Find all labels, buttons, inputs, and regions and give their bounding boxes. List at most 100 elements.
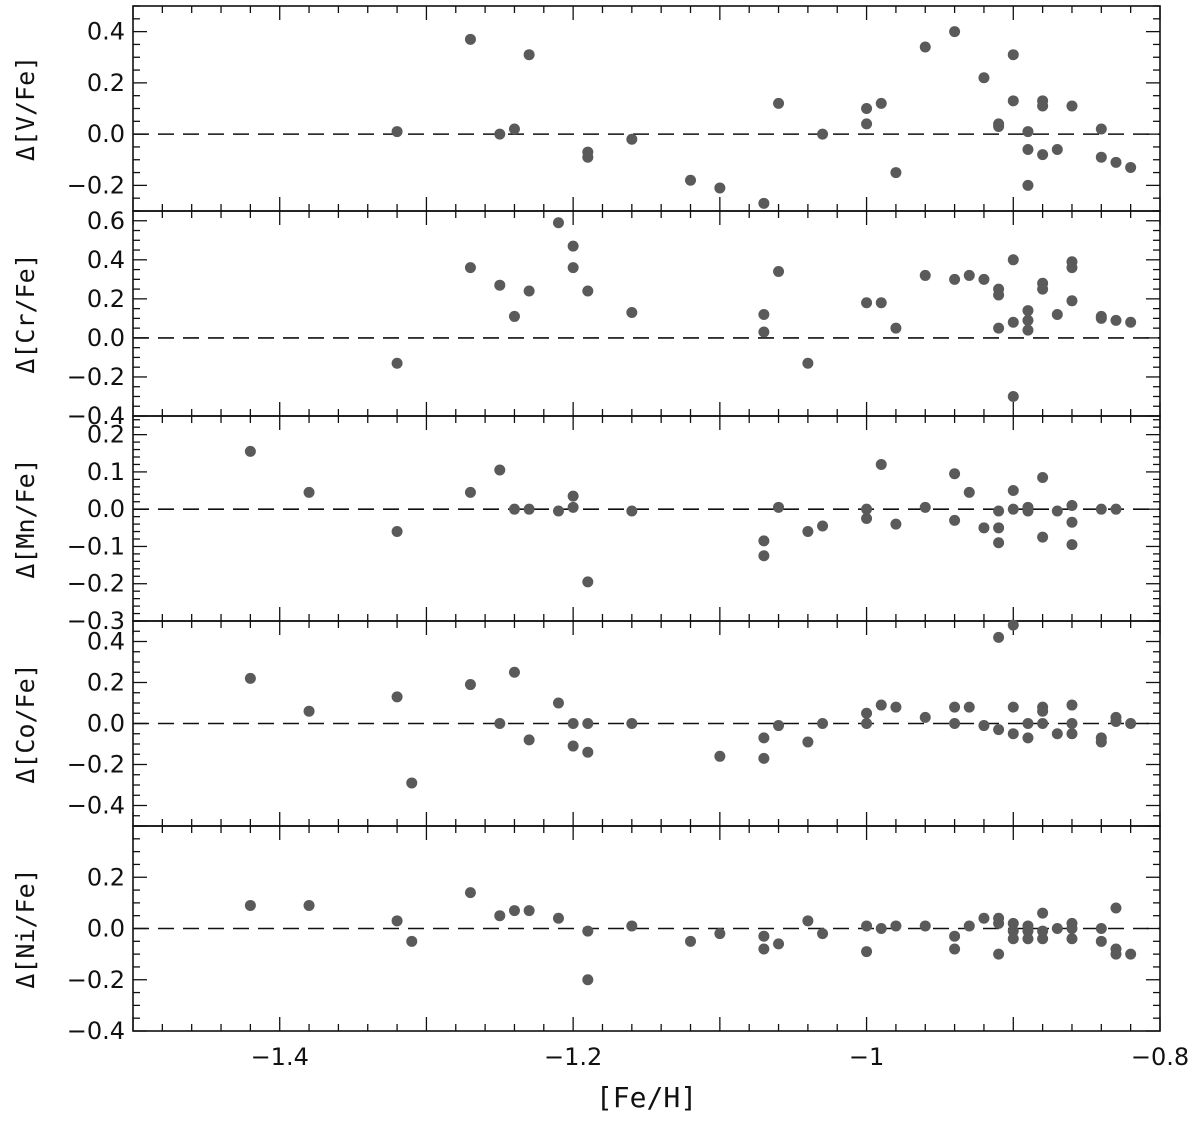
data-point <box>406 777 418 789</box>
data-point <box>949 930 961 942</box>
data-point <box>1066 923 1078 934</box>
data-point <box>508 905 520 917</box>
data-point <box>244 899 256 911</box>
data-point <box>1066 499 1078 511</box>
data-point <box>758 930 770 942</box>
x-tick-label: −0.8 <box>1131 1043 1189 1071</box>
data-point <box>875 297 887 309</box>
data-point <box>1007 619 1019 631</box>
y-axis-label: Δ[V/Fe] <box>11 56 40 161</box>
data-point <box>391 357 403 369</box>
data-point <box>978 912 990 924</box>
data-point <box>391 126 403 138</box>
data-point <box>1007 925 1019 937</box>
y-tick-label: 0.2 <box>87 669 125 697</box>
data-point <box>919 269 931 281</box>
data-point <box>685 935 697 947</box>
data-point <box>758 535 770 547</box>
data-point <box>993 120 1005 132</box>
data-point <box>626 133 638 145</box>
data-point <box>567 240 579 252</box>
data-point <box>978 273 990 285</box>
data-point <box>1022 314 1034 326</box>
y-tick-label: 0.0 <box>87 120 125 148</box>
data-point <box>861 513 873 524</box>
data-point <box>1066 100 1078 112</box>
data-point <box>919 501 931 513</box>
data-point <box>464 262 476 274</box>
data-point <box>494 128 506 140</box>
data-point <box>1095 151 1107 163</box>
data-point <box>626 505 638 517</box>
data-point <box>802 526 814 538</box>
data-point <box>1022 324 1034 336</box>
data-point <box>1022 505 1034 517</box>
data-point <box>1037 283 1049 295</box>
data-point <box>391 691 403 703</box>
data-point <box>391 915 403 927</box>
data-point <box>1007 701 1019 713</box>
data-point <box>1037 705 1049 717</box>
data-point <box>1022 718 1034 729</box>
data-point <box>1007 95 1019 107</box>
data-point <box>464 486 476 498</box>
panels: −0.2 0.0 0.2 0.4 Δ[V/Fe] −0.4 −0.2 0.0 0.2 0.4 0.6… <box>11 5 1189 1114</box>
y-tick-label: −0.4 <box>67 1017 125 1045</box>
panel-5: −0.4 −0.2 0.0 0.2 Δ[Ni/Fe] −1.4 −1.2 −1 −0.8 [Fe/… <box>11 825 1189 1114</box>
data-point <box>1007 728 1019 740</box>
y-axis-label: Δ[Mn/Fe] <box>11 458 40 578</box>
data-point <box>949 273 961 285</box>
y-tick-label: −0.2 <box>67 363 125 391</box>
data-point <box>949 468 961 480</box>
y-tick-label: 0.0 <box>87 710 125 738</box>
y-tick-label: −0.4 <box>67 792 125 820</box>
data-point <box>993 917 1005 929</box>
data-point <box>861 118 873 130</box>
data-point <box>1125 161 1137 173</box>
data-point <box>1110 902 1122 914</box>
y-tick-label: −0.2 <box>67 171 125 199</box>
y-tick-label: −0.2 <box>67 570 125 598</box>
panel-3: −0.3 −0.2 −0.1 0.0 0.1 0.2 Δ[Mn/Fe] <box>11 415 1161 635</box>
y-tick-label: 0.2 <box>87 421 125 449</box>
data-point <box>523 285 535 297</box>
data-point <box>244 672 256 684</box>
data-point <box>758 326 770 338</box>
panel-4: −0.4 −0.2 0.0 0.2 0.4 Δ[Co/Fe] <box>11 619 1161 827</box>
data-point <box>1007 49 1019 61</box>
x-tick-label: −1 <box>849 1043 884 1071</box>
data-point <box>861 920 873 932</box>
data-point <box>875 97 887 109</box>
data-point <box>993 948 1005 960</box>
data-point <box>1037 531 1049 543</box>
data-point <box>1037 925 1049 937</box>
data-point <box>391 526 403 538</box>
data-point <box>552 912 564 924</box>
data-point <box>567 501 579 513</box>
y-tick-label: 0.6 <box>87 207 125 235</box>
data-point <box>523 905 535 917</box>
data-point <box>1051 728 1063 740</box>
y-tick-label: 0.4 <box>87 18 125 46</box>
y-tick-label: 0.0 <box>87 495 125 523</box>
data-point <box>567 490 579 502</box>
data-point <box>1037 933 1049 945</box>
y-tick-label: −0.2 <box>67 966 125 994</box>
data-point <box>1051 144 1063 155</box>
data-point <box>949 701 961 713</box>
data-point <box>890 518 902 530</box>
data-point <box>890 167 902 179</box>
y-tick-label: 0.2 <box>87 285 125 313</box>
y-axis-label: Δ[Cr/Fe] <box>11 253 40 373</box>
data-point <box>1066 295 1078 307</box>
data-point <box>508 503 520 515</box>
data-point <box>1110 715 1122 727</box>
x-axis-label: [Fe/H] <box>596 1081 697 1114</box>
data-point <box>552 217 564 229</box>
y-tick-label: 0.4 <box>87 628 125 656</box>
data-point <box>919 711 931 723</box>
x-tick-label: −1.2 <box>544 1043 602 1071</box>
data-point <box>949 26 961 38</box>
data-point <box>773 266 785 278</box>
